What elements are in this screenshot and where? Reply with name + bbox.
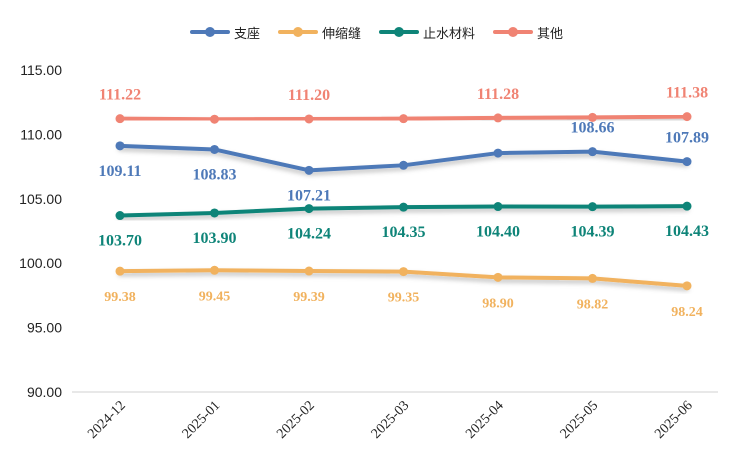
y-tick-label: 110.00 bbox=[20, 126, 62, 142]
x-tick-label: 2025-05 bbox=[558, 398, 602, 442]
legend-swatch-zhishui bbox=[379, 25, 419, 39]
data-point bbox=[304, 204, 314, 214]
legend-swatch-shensuofeng bbox=[277, 25, 318, 39]
data-label: 111.38 bbox=[666, 85, 708, 102]
data-label: 111.20 bbox=[288, 87, 330, 104]
x-tick-label: 2025-02 bbox=[274, 398, 318, 442]
chart-legend: 支座 伸缩缝 止水材料 其他 bbox=[0, 22, 753, 42]
data-point bbox=[682, 281, 692, 291]
data-point bbox=[210, 144, 219, 154]
x-tick-label: 2025-03 bbox=[369, 398, 413, 442]
y-tick-label: 100.00 bbox=[19, 255, 62, 271]
data-point bbox=[493, 113, 503, 123]
data-label: 104.39 bbox=[571, 224, 615, 241]
data-point bbox=[304, 165, 314, 175]
data-label: 98.82 bbox=[577, 297, 609, 312]
data-point bbox=[399, 114, 408, 124]
y-tick-label: 90.00 bbox=[27, 384, 62, 400]
data-labels: 109.11 108.83 107.21 108.66 107.89 99.38 99.45… bbox=[98, 85, 709, 320]
y-tick-label: 95.00 bbox=[27, 320, 62, 336]
data-point bbox=[115, 114, 125, 124]
legend-label-zhishui: 止水材料 bbox=[423, 26, 476, 42]
legend-label-zhizuo: 支座 bbox=[233, 26, 260, 42]
legend-item-qita: 其他 bbox=[493, 23, 563, 42]
data-point bbox=[115, 266, 125, 276]
x-tick-label: 2025-04 bbox=[463, 398, 507, 442]
data-point bbox=[304, 266, 314, 276]
y-tick-label: 115.00 bbox=[20, 62, 62, 78]
data-point bbox=[115, 141, 125, 151]
data-label: 111.28 bbox=[477, 86, 519, 103]
data-label: 104.24 bbox=[287, 226, 331, 243]
data-label: 99.45 bbox=[199, 289, 231, 304]
data-label: 111.22 bbox=[99, 87, 141, 104]
data-label: 99.35 bbox=[388, 291, 420, 306]
data-point bbox=[588, 147, 597, 157]
legend-item-zhizuo: 支座 bbox=[189, 23, 260, 42]
data-label: 99.38 bbox=[104, 290, 136, 305]
data-label: 108.66 bbox=[571, 120, 615, 137]
data-point bbox=[210, 265, 219, 275]
data-point bbox=[682, 112, 692, 122]
legend-label-shensuofeng: 伸缩缝 bbox=[321, 26, 361, 42]
data-label: 103.70 bbox=[98, 233, 142, 250]
data-point bbox=[588, 112, 597, 122]
data-label: 104.40 bbox=[476, 224, 520, 241]
data-point bbox=[399, 267, 408, 277]
data-point bbox=[399, 160, 408, 170]
data-label: 107.21 bbox=[287, 187, 331, 204]
data-label: 104.35 bbox=[382, 224, 426, 241]
data-point bbox=[682, 201, 692, 211]
series-lines bbox=[115, 112, 692, 291]
legend-label-qita: 其他 bbox=[537, 26, 564, 42]
y-tick-label: 105.00 bbox=[19, 191, 62, 207]
data-point bbox=[210, 114, 219, 124]
data-label: 98.24 bbox=[671, 305, 703, 320]
data-point bbox=[493, 148, 503, 158]
data-label: 109.11 bbox=[98, 163, 141, 180]
x-tick-label: 2025-01 bbox=[180, 398, 224, 442]
data-label: 104.43 bbox=[665, 223, 709, 240]
data-label: 108.83 bbox=[193, 166, 237, 183]
data-point bbox=[588, 273, 597, 283]
data-point bbox=[682, 157, 692, 167]
legend-item-zhishui: 止水材料 bbox=[379, 23, 475, 42]
legend-item-shensuofeng: 伸缩缝 bbox=[277, 23, 361, 42]
legend-swatch-qita bbox=[493, 25, 534, 39]
data-point bbox=[115, 211, 125, 221]
data-point bbox=[588, 202, 597, 212]
data-point bbox=[304, 114, 314, 124]
data-point bbox=[210, 208, 219, 218]
legend-swatch-zhizuo bbox=[189, 25, 230, 39]
data-point bbox=[493, 202, 503, 212]
data-point bbox=[493, 272, 503, 282]
data-point bbox=[399, 202, 408, 212]
data-label: 99.39 bbox=[293, 290, 325, 305]
x-tick-label: 2024-12 bbox=[85, 398, 129, 442]
x-tick-label: 2025-06 bbox=[652, 398, 696, 442]
data-label: 98.90 bbox=[482, 296, 514, 311]
data-label: 103.90 bbox=[193, 230, 237, 247]
data-label: 107.89 bbox=[665, 130, 709, 147]
